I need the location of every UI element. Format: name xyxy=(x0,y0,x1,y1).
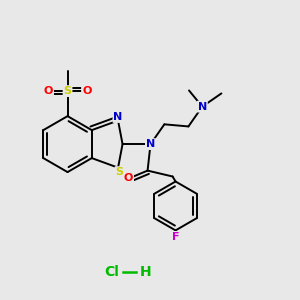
Text: S: S xyxy=(116,167,124,177)
Text: N: N xyxy=(198,102,207,112)
Text: S: S xyxy=(64,86,72,96)
Text: O: O xyxy=(44,86,53,96)
Text: F: F xyxy=(172,232,179,242)
Text: Cl: Cl xyxy=(104,265,119,279)
Text: N: N xyxy=(113,112,123,122)
Text: N: N xyxy=(146,139,155,149)
Text: O: O xyxy=(124,173,133,183)
Text: H: H xyxy=(140,265,152,279)
Text: O: O xyxy=(82,86,92,96)
